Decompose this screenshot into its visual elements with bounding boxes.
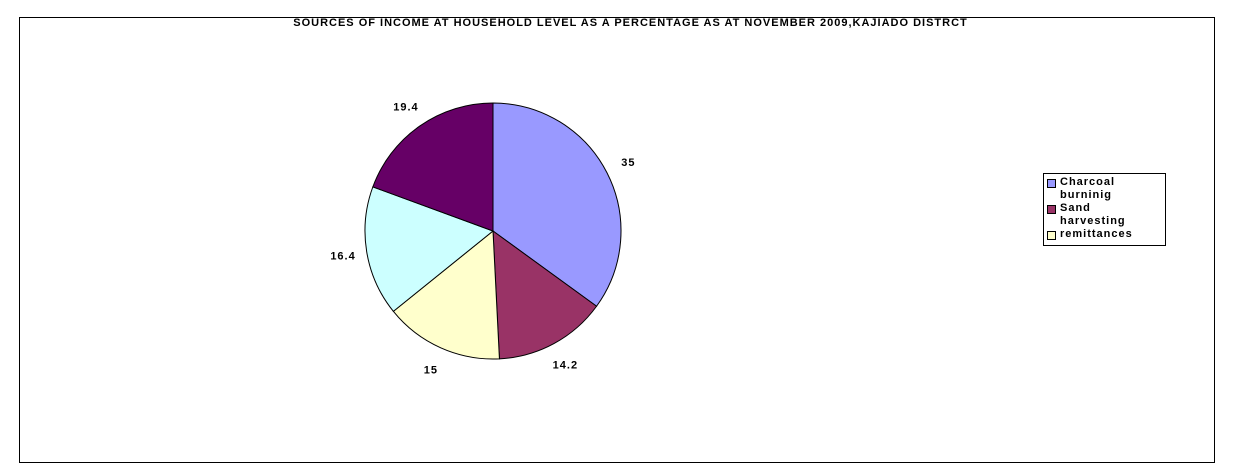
legend-item-sand-harvesting: Sand harvesting <box>1047 202 1165 228</box>
data-label-slice-4: 16.4 <box>330 251 355 263</box>
chart-title: SOURCES OF INCOME AT HOUSEHOLD LEVEL AS … <box>293 17 968 29</box>
legend-label: Charcoal burninig <box>1060 176 1116 201</box>
pie-slice-slice-4 <box>364 186 495 313</box>
data-label-remittances: 15 <box>424 365 438 377</box>
legend: Charcoal burninig Sand harvesting remittan… <box>1043 173 1166 246</box>
legend-item-remittances: remittances <box>1047 228 1165 241</box>
pie-slice-slice-5 <box>372 102 494 232</box>
data-label-sand-harvesting: 14.2 <box>553 360 578 372</box>
legend-swatch <box>1047 231 1056 240</box>
legend-item-charcoal-burninig: Charcoal burninig <box>1047 176 1165 202</box>
data-label-charcoal-burninig: 35 <box>621 157 635 169</box>
pie-slice-charcoal-burninig <box>492 102 622 307</box>
legend-label: Sand harvesting <box>1060 202 1126 227</box>
legend-label: remittances <box>1060 228 1133 240</box>
legend-swatch <box>1047 205 1056 214</box>
pie-slice-remittances <box>392 229 500 360</box>
pie-slice-sand-harvesting <box>492 229 598 360</box>
legend-swatch <box>1047 179 1056 188</box>
data-label-slice-5: 19.4 <box>393 101 418 113</box>
